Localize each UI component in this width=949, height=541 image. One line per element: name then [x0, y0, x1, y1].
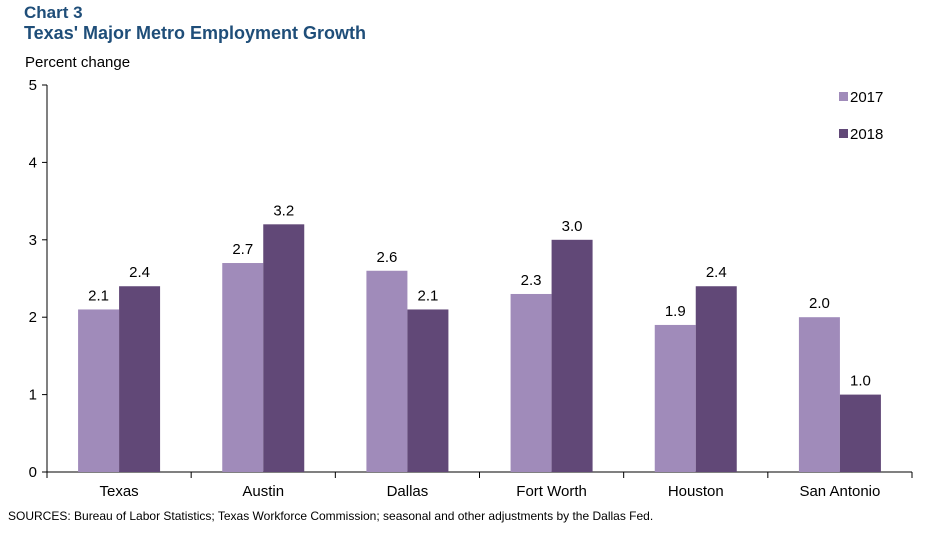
legend-swatch	[839, 92, 848, 101]
legend-label: 2018	[850, 126, 883, 143]
data-label: 2.7	[232, 241, 253, 258]
y-tick-label: 5	[29, 77, 37, 94]
bar-2018-houston	[695, 286, 737, 472]
y-tick-label: 0	[29, 464, 37, 481]
data-label: 2.0	[809, 295, 830, 312]
bar-2018-fort-worth	[551, 239, 593, 472]
data-label: 2.6	[376, 249, 397, 266]
bar-2017-texas	[78, 309, 120, 472]
bar-2018-san-antonio	[839, 394, 881, 472]
data-label: 1.0	[850, 373, 871, 390]
y-tick-label: 1	[29, 387, 37, 404]
bar-2018-dallas	[407, 309, 449, 472]
data-label: 1.9	[665, 303, 686, 320]
bar-chart: Percent change 0 1 2 3 4 5 Texas Austin Dallas For…	[25, 54, 913, 500]
bar-2017-houston	[654, 324, 696, 472]
x-tick-label: Houston	[668, 483, 724, 500]
bar-2017-austin	[222, 263, 264, 472]
y-tick-label: 3	[29, 232, 37, 249]
bar-2018-texas	[119, 286, 161, 472]
x-tick-label: Austin	[242, 483, 284, 500]
bar-2018-austin	[263, 224, 305, 472]
data-label: 3.2	[273, 202, 294, 219]
x-tick-label: San Antonio	[799, 483, 880, 500]
chart-number: Chart 3	[24, 3, 83, 22]
source-note: SOURCES: Bureau of Labor Statistics; Tex…	[8, 509, 654, 523]
data-label: 2.3	[521, 272, 542, 289]
data-label: 2.1	[88, 287, 109, 304]
chart-title: Texas' Major Metro Employment Growth	[24, 23, 366, 43]
y-tick-label: 4	[29, 154, 37, 171]
y-axis-label: Percent change	[25, 54, 130, 71]
data-label: 2.4	[706, 264, 727, 281]
chart-legend: 2017 2018	[839, 89, 883, 143]
legend-swatch	[839, 129, 848, 138]
y-tick-label: 2	[29, 309, 37, 326]
bar-2017-dallas	[366, 270, 408, 472]
bar-2017-fort-worth	[510, 293, 552, 472]
chart-bars: 2.1 2.4 2.7 3.2 2.6 2.1 2.3 3.0 1.9 2.4 2.0 1.0	[78, 202, 881, 472]
bar-2017-san-antonio	[798, 317, 840, 472]
x-tick-label: Texas	[99, 483, 138, 500]
chart-axes: Percent change 0 1 2 3 4 5 Texas Austin Dallas For…	[25, 54, 913, 500]
data-label: 2.1	[417, 287, 438, 304]
data-label: 3.0	[562, 218, 583, 235]
x-tick-label: Dallas	[387, 483, 429, 500]
data-label: 2.4	[129, 264, 150, 281]
legend-label: 2017	[850, 89, 883, 106]
x-tick-label: Fort Worth	[516, 483, 587, 500]
